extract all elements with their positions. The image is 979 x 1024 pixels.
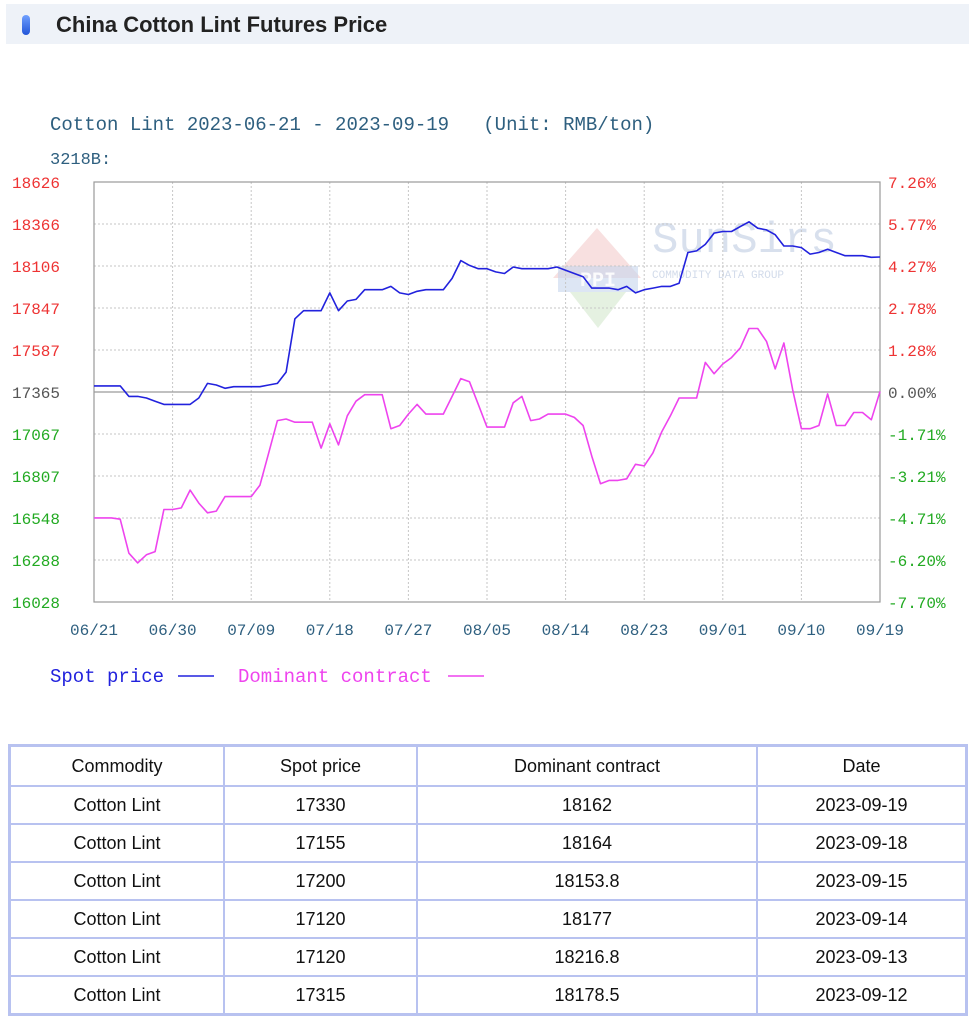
cell-dominant-contract: 18216.8	[417, 938, 757, 976]
price-table: Commodity Spot price Dominant contract D…	[8, 744, 968, 1016]
x-tick-label: 07/18	[306, 622, 354, 640]
watermark-logo-text: PPI	[580, 270, 616, 293]
chart-title: Cotton Lint 2023-06-21 - 2023-09-19 (Uni…	[50, 114, 654, 136]
x-tick-label: 08/05	[463, 622, 511, 640]
cell-spot-price: 17120	[224, 900, 417, 938]
cell-dominant-contract: 18177	[417, 900, 757, 938]
header-marker-icon	[22, 15, 30, 35]
x-tick-label: 06/30	[149, 622, 197, 640]
header-date: Date	[757, 746, 966, 786]
cell-date: 2023-09-18	[757, 824, 966, 862]
table-row: Cotton Lint 17120 18177 2023-09-14	[10, 900, 966, 938]
y-right-tick-label: 2.78%	[888, 301, 936, 319]
series-line-dominant-contract	[94, 327, 881, 564]
cell-dominant-contract: 18153.8	[417, 862, 757, 900]
cell-date: 2023-09-12	[757, 976, 966, 1014]
cell-spot-price: 17155	[224, 824, 417, 862]
y-right-tick-label: -6.20%	[888, 553, 946, 571]
cell-spot-price: 17330	[224, 786, 417, 824]
y-left-tick-label: 17847	[12, 301, 60, 319]
chart-container: PPI SunSirs COMMODITY DATA GROUP 06/21 06/30…	[0, 60, 979, 740]
x-tick-label: 07/09	[227, 622, 275, 640]
table-row: Cotton Lint 17120 18216.8 2023-09-13	[10, 938, 966, 976]
cell-commodity: Cotton Lint	[10, 786, 224, 824]
y-left-tick-label: 17365	[12, 385, 60, 403]
x-tick-label: 09/10	[777, 622, 825, 640]
cell-commodity: Cotton Lint	[10, 862, 224, 900]
y-right-tick-label: -1.71%	[888, 427, 946, 445]
page-title: China Cotton Lint Futures Price	[56, 12, 388, 37]
header-bar: China Cotton Lint Futures Price	[6, 4, 969, 44]
y-left-tick-label: 18626	[12, 175, 60, 193]
table-row: Cotton Lint 17315 18178.5 2023-09-12	[10, 976, 966, 1014]
y-left-tick-label: 17587	[12, 343, 60, 361]
legend-label-dominant-contract: Dominant contract	[238, 666, 432, 688]
table-header-row: Commodity Spot price Dominant contract D…	[10, 746, 966, 786]
x-tick-label: 09/19	[856, 622, 904, 640]
table-row: Cotton Lint 17155 18164 2023-09-18	[10, 824, 966, 862]
cell-date: 2023-09-14	[757, 900, 966, 938]
cell-dominant-contract: 18178.5	[417, 976, 757, 1014]
x-tick-label: 09/01	[699, 622, 747, 640]
cell-dominant-contract: 18162	[417, 786, 757, 824]
watermark-tagline: COMMODITY DATA GROUP	[652, 270, 784, 282]
x-tick-label: 07/27	[384, 622, 432, 640]
cell-commodity: Cotton Lint	[10, 976, 224, 1014]
y-right-tick-label: 0.00%	[888, 385, 936, 403]
cell-dominant-contract: 18164	[417, 824, 757, 862]
cell-date: 2023-09-15	[757, 862, 966, 900]
y-left-tick-label: 16028	[12, 595, 60, 613]
cell-commodity: Cotton Lint	[10, 938, 224, 976]
y-left-tick-label: 18106	[12, 259, 60, 277]
cell-spot-price: 17315	[224, 976, 417, 1014]
chart-subtitle: 3218B:	[50, 151, 111, 170]
y-right-tick-label: 4.27%	[888, 259, 936, 277]
y-right-tick-label: -4.71%	[888, 511, 946, 529]
y-left-tick-label: 18366	[12, 217, 60, 235]
y-right-tick-label: -3.21%	[888, 469, 946, 487]
x-tick-label: 08/23	[620, 622, 668, 640]
y-right-tick-label: -7.70%	[888, 595, 946, 613]
cell-date: 2023-09-19	[757, 786, 966, 824]
header-spot-price: Spot price	[224, 746, 417, 786]
watermark-leaf-icon	[570, 292, 626, 328]
table-row: Cotton Lint 17200 18153.8 2023-09-15	[10, 862, 966, 900]
cell-commodity: Cotton Lint	[10, 900, 224, 938]
y-left-tick-label: 16807	[12, 469, 60, 487]
x-tick-label: 08/14	[542, 622, 590, 640]
table-row: Cotton Lint 17330 18162 2023-09-19	[10, 786, 966, 824]
cell-spot-price: 17200	[224, 862, 417, 900]
y-left-tick-label: 16548	[12, 511, 60, 529]
y-left-tick-label: 17067	[12, 427, 60, 445]
series-line-spot-price	[94, 221, 881, 406]
x-tick-label: 06/21	[70, 622, 118, 640]
y-right-tick-label: 1.28%	[888, 343, 936, 361]
header-dominant-contract: Dominant contract	[417, 746, 757, 786]
cell-commodity: Cotton Lint	[10, 824, 224, 862]
y-right-tick-label: 7.26%	[888, 175, 936, 193]
y-left-tick-label: 16288	[12, 553, 60, 571]
cell-spot-price: 17120	[224, 938, 417, 976]
legend-label-spot-price: Spot price	[50, 666, 164, 688]
header-commodity: Commodity	[10, 746, 224, 786]
cell-date: 2023-09-13	[757, 938, 966, 976]
y-right-tick-label: 5.77%	[888, 217, 936, 235]
